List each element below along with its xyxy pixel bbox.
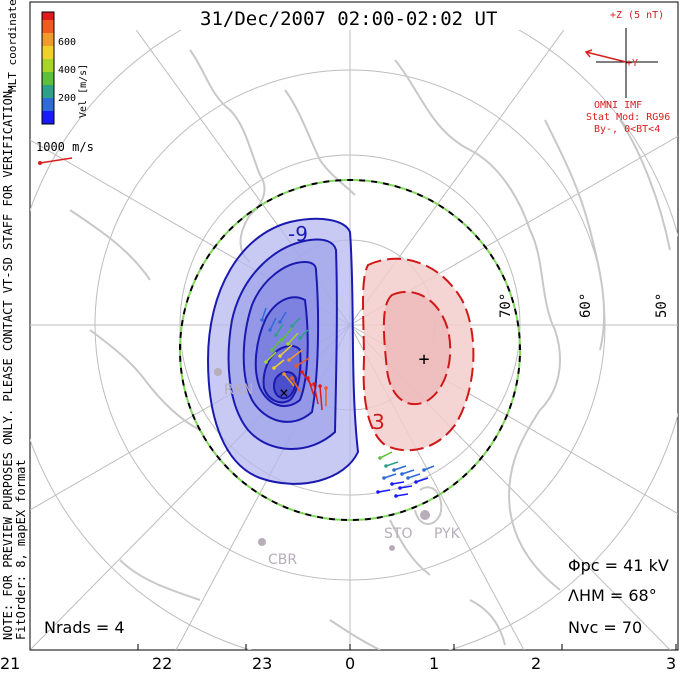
plot-frame (29, 1, 679, 651)
positive-potential-cell (362, 257, 475, 452)
colorbar-tick-400: 400 (58, 65, 77, 76)
map-title: 31/Dec/2007 02:00-02:02 UT (200, 8, 498, 30)
stat-n-rads: Nrads = 4 (44, 618, 125, 637)
station-pyk: PYK (434, 526, 460, 542)
mlt-label-3: 3 (666, 654, 677, 673)
imf-y-label: +Y (626, 58, 639, 69)
stat-phi-pc: Φpc = 41 kV (568, 556, 669, 575)
colorbar-label: Vel [m/s] (78, 63, 89, 118)
colorbar-tick-200: 200 (58, 93, 77, 104)
mlt-label-1: 1 (429, 654, 440, 673)
mlt-label-21: 21 (0, 654, 21, 673)
mlt-label-2: 2 (531, 654, 542, 673)
mlt-label-23: 23 (252, 654, 273, 673)
imf-clock (584, 28, 658, 98)
preview-note: NOTE: FOR PREVIEW PURPOSES ONLY. PLEASE … (1, 84, 28, 640)
reference-vector (38, 157, 73, 165)
imf-model: Stat Mod: RG96 (586, 112, 671, 123)
potential-maximum-marker: + (419, 349, 430, 370)
stat-lambda-hm: ΛHM = 68° (568, 586, 657, 605)
hm-boundary-black (179, 179, 521, 521)
imf-z-label: +Z (5 nT) (610, 10, 665, 21)
imf-source: OMNI IMF (594, 100, 643, 111)
latitude-label-60: 60° (578, 292, 594, 318)
coastlines (69, 49, 671, 650)
station-rkn: RKN (224, 382, 254, 398)
coordinates-label: MLT coordinates (6, 0, 19, 92)
negative-potential-cell (206, 217, 360, 485)
imf-condition: By-, 0<BT<4 (594, 124, 661, 135)
potential-minimum-marker: × (279, 383, 289, 402)
radar-sites (214, 368, 430, 551)
mlt-ticks (29, 644, 677, 650)
mlt-label-22: 22 (152, 654, 173, 673)
stat-n-vc: Nvc = 70 (568, 618, 643, 637)
reference-vector-label: 1000 m/s (36, 140, 94, 154)
velocity-vectors (260, 307, 435, 498)
latitude-label-70: 70° (498, 292, 514, 318)
contour-label-positive: 3 (372, 410, 385, 434)
station-sto: STO (384, 526, 413, 542)
station-cbr: CBR (268, 552, 298, 568)
mlt-label-0: 0 (345, 654, 356, 673)
colorbar-tick-600: 600 (58, 37, 77, 48)
velocity-colorbar (41, 11, 55, 125)
fit-order-line: FitOrder: 8, mapEX format (14, 459, 28, 640)
contour-label-negative: -9 (288, 222, 308, 246)
latitude-label-50: 50° (654, 292, 670, 318)
